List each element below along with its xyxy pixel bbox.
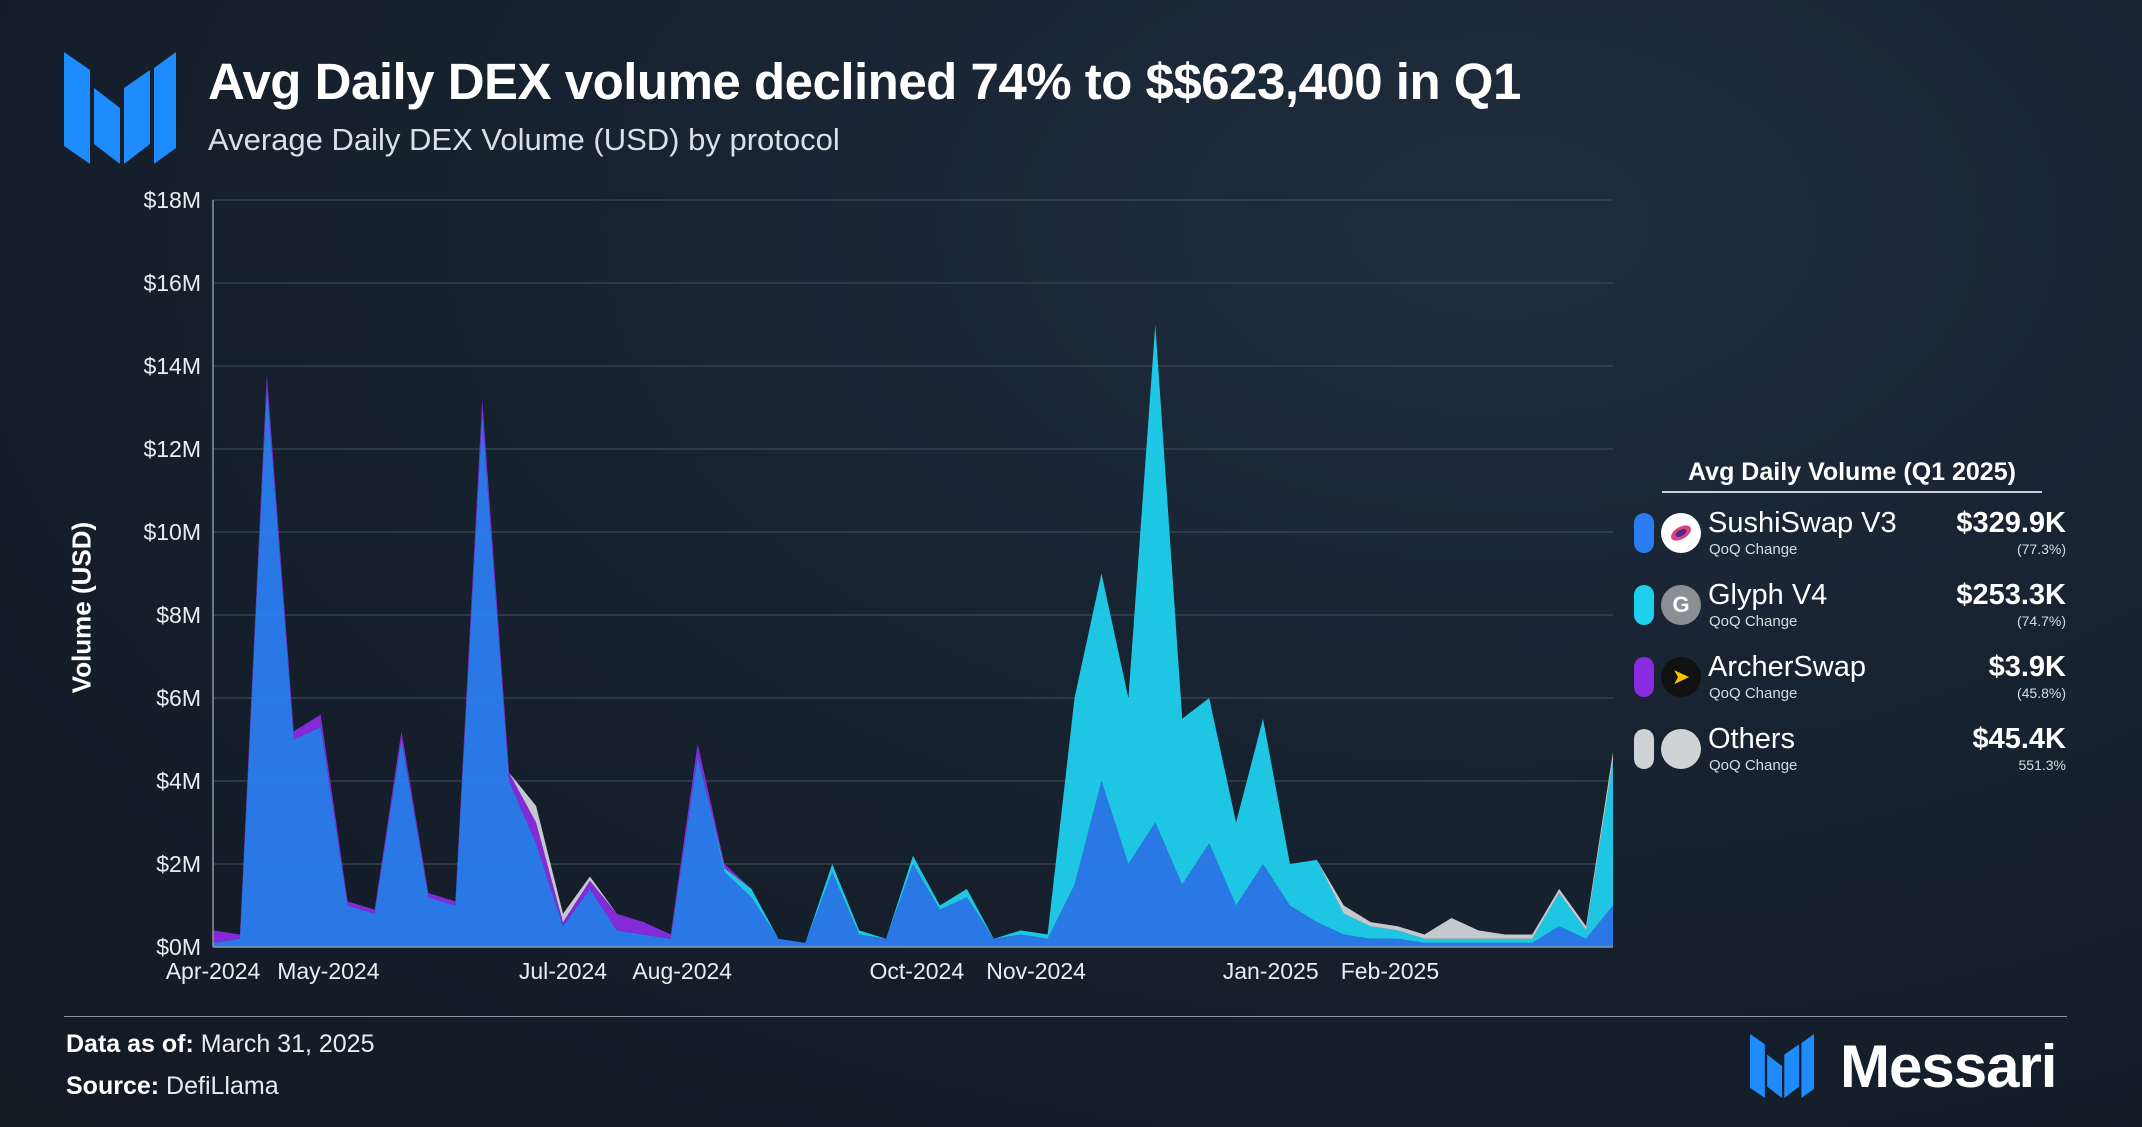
legend-name: SushiSwap V3 bbox=[1708, 507, 1897, 539]
y-tick-label: $8M bbox=[156, 602, 201, 628]
source: Source: DefiLlama bbox=[66, 1072, 279, 1101]
legend-item-archerswap: ➤ ArcherSwap QoQ Change $3.9K (45.8%) bbox=[1630, 647, 2070, 709]
area-glyph-v4 bbox=[213, 324, 1613, 943]
legend-change: 551.3% bbox=[2018, 757, 2066, 773]
x-tick-label: Feb-2025 bbox=[1341, 958, 1439, 984]
glyph-icon: G bbox=[1661, 585, 1701, 625]
legend-item-sushiswap: SushiSwap V3 QoQ Change $329.9K (77.3%) bbox=[1630, 503, 2070, 565]
page-subtitle: Average Daily DEX Volume (USD) by protoc… bbox=[208, 122, 840, 157]
y-tick-label: $12M bbox=[143, 436, 201, 462]
data-as-of: Data as of: March 31, 2025 bbox=[66, 1030, 374, 1059]
legend-name: ArcherSwap bbox=[1708, 651, 1866, 683]
legend-change: (77.3%) bbox=[2016, 541, 2066, 557]
qoq-label: QoQ Change bbox=[1709, 757, 1798, 774]
legend-change: (74.7%) bbox=[2016, 613, 2066, 629]
area-archerswap bbox=[213, 324, 1613, 943]
legend-title: Avg Daily Volume (Q1 2025) bbox=[1662, 458, 2042, 493]
legend-swatch bbox=[1634, 657, 1654, 697]
x-tick-label: May-2024 bbox=[277, 958, 379, 984]
axes: $0M $2M $4M $6M $8M $10M $12M $14M $16M $18M Apr-2… bbox=[143, 187, 1613, 984]
x-tick-label: Oct-2024 bbox=[870, 958, 965, 984]
legend-item-others: Others QoQ Change $45.4K 551.3% bbox=[1630, 719, 2070, 781]
area-others bbox=[213, 324, 1613, 943]
x-tick-label: Jan-2025 bbox=[1223, 958, 1319, 984]
legend-swatch bbox=[1634, 585, 1654, 625]
x-tick-label: Apr-2024 bbox=[166, 958, 261, 984]
legend-value: $329.9K bbox=[1956, 507, 2066, 539]
data-as-of-value: March 31, 2025 bbox=[200, 1030, 375, 1058]
area-sushiswap-v3 bbox=[213, 386, 1613, 947]
brand-name: Messari bbox=[1840, 1033, 2057, 1100]
messari-brand-icon bbox=[1750, 1034, 1814, 1098]
legend-swatch bbox=[1634, 513, 1654, 553]
legend-change: (45.8%) bbox=[2016, 685, 2066, 701]
y-tick-label: $10M bbox=[143, 519, 201, 545]
messari-logo bbox=[64, 52, 176, 164]
y-tick-label: $6M bbox=[156, 685, 201, 711]
area-series bbox=[213, 324, 1613, 947]
y-tick-label: $18M bbox=[143, 187, 201, 213]
legend: Avg Daily Volume (Q1 2025) SushiSwap V3 … bbox=[1630, 458, 2070, 781]
archerswap-icon: ➤ bbox=[1661, 657, 1701, 697]
y-tick-label: $2M bbox=[156, 851, 201, 877]
qoq-label: QoQ Change bbox=[1709, 685, 1798, 702]
others-icon bbox=[1661, 729, 1701, 769]
legend-swatch bbox=[1634, 729, 1654, 769]
x-tick-label: Jul-2024 bbox=[519, 958, 607, 984]
legend-item-glyph: G Glyph V4 QoQ Change $253.3K (74.7%) bbox=[1630, 575, 2070, 637]
legend-value: $253.3K bbox=[1956, 579, 2066, 611]
messari-brand: Messari bbox=[1750, 1030, 2070, 1100]
x-tick-label: Nov-2024 bbox=[986, 958, 1086, 984]
source-label: Source: bbox=[66, 1072, 160, 1100]
sushiswap-icon bbox=[1661, 513, 1701, 553]
y-tick-label: $16M bbox=[143, 270, 201, 296]
qoq-label: QoQ Change bbox=[1709, 541, 1798, 558]
x-tick-label: Aug-2024 bbox=[632, 958, 732, 984]
legend-name: Others bbox=[1708, 723, 1796, 755]
data-as-of-label: Data as of: bbox=[66, 1030, 194, 1058]
legend-name: Glyph V4 bbox=[1708, 579, 1828, 611]
footer-divider bbox=[64, 1016, 2067, 1017]
page-title: Avg Daily DEX volume declined 74% to $$6… bbox=[208, 53, 1521, 110]
y-tick-label: $14M bbox=[143, 353, 201, 379]
y-tick-label: $4M bbox=[156, 768, 201, 794]
legend-value: $45.4K bbox=[1972, 723, 2066, 755]
source-value: DefiLlama bbox=[166, 1072, 279, 1100]
legend-value: $3.9K bbox=[1988, 651, 2066, 683]
qoq-label: QoQ Change bbox=[1709, 613, 1798, 630]
y-tick-label: $0M bbox=[156, 934, 201, 960]
grid-lines bbox=[213, 199, 1613, 948]
